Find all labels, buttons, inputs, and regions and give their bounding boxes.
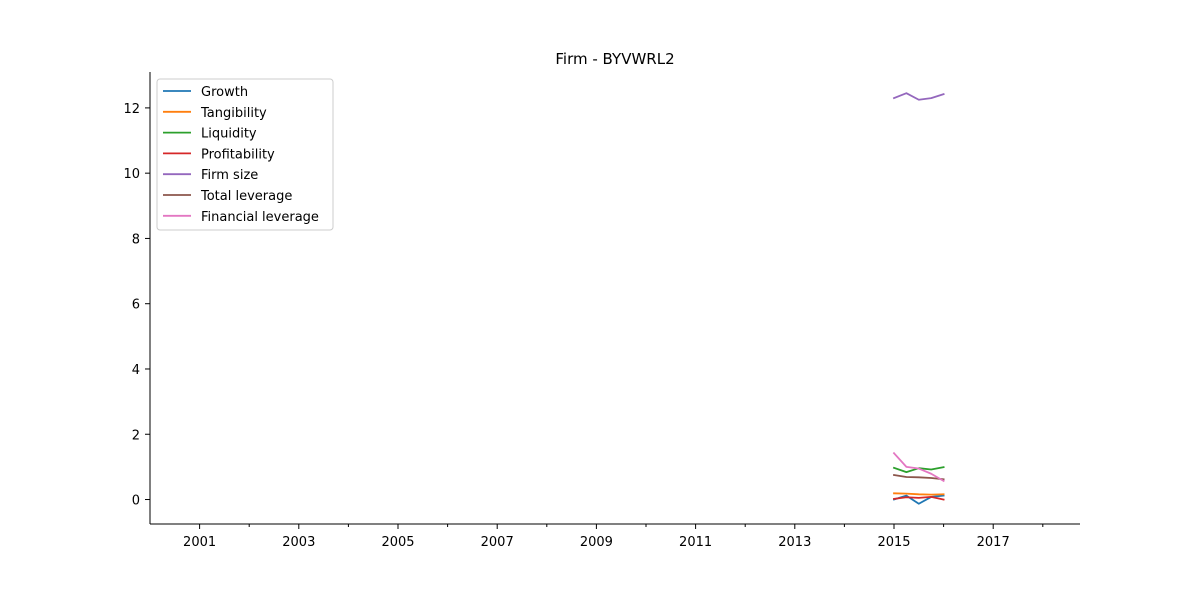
legend-label: Total leverage bbox=[200, 189, 292, 204]
y-tick-label: 10 bbox=[123, 167, 140, 182]
chart-title: Firm - BYVWRL2 bbox=[555, 50, 674, 68]
series-line-total-leverage bbox=[892, 474, 945, 481]
y-tick-label: 6 bbox=[132, 298, 140, 313]
series-line-financial-leverage bbox=[892, 451, 945, 483]
x-tick-label: 2015 bbox=[877, 535, 910, 550]
legend-label: Financial leverage bbox=[201, 210, 319, 225]
legend-label: Liquidity bbox=[201, 127, 257, 142]
legend-label: Tangibility bbox=[200, 106, 267, 121]
series-line-growth bbox=[892, 494, 945, 505]
legend-frame bbox=[156, 78, 334, 231]
x-tick-label: 2017 bbox=[977, 535, 1010, 550]
y-tick-label: 4 bbox=[132, 363, 140, 378]
legend-label: Profitability bbox=[201, 147, 275, 162]
y-tick-label: 2 bbox=[132, 428, 140, 443]
x-tick-label: 2003 bbox=[282, 535, 315, 550]
x-tick-label: 2009 bbox=[580, 535, 613, 550]
series-line-firm-size bbox=[892, 92, 945, 101]
y-tick-label: 12 bbox=[123, 102, 140, 117]
x-tick-label: 2005 bbox=[381, 535, 414, 550]
x-tick-label: 2011 bbox=[679, 535, 712, 550]
x-tick-label: 2013 bbox=[778, 535, 811, 550]
y-tick-label: 0 bbox=[132, 494, 140, 509]
legend-label: Growth bbox=[201, 85, 248, 100]
legend-label: Firm size bbox=[201, 168, 258, 183]
legend: Growth Tangibility Liquidity Profitability F… bbox=[156, 78, 334, 231]
series-line-tangibility bbox=[893, 492, 945, 496]
x-ticks: 2001 2003 2005 2007 2009 2011 2013 2015 2017 bbox=[183, 524, 1044, 550]
series-line-profitability bbox=[892, 496, 945, 501]
y-tick-label: 8 bbox=[132, 232, 140, 247]
x-tick-label: 2001 bbox=[183, 535, 216, 550]
series-lines bbox=[892, 92, 945, 505]
legend-items: Growth Tangibility Liquidity Profitability F… bbox=[163, 85, 319, 225]
y-ticks: 0 2 4 6 8 10 12 bbox=[123, 102, 150, 509]
x-tick-label: 2007 bbox=[481, 535, 514, 550]
